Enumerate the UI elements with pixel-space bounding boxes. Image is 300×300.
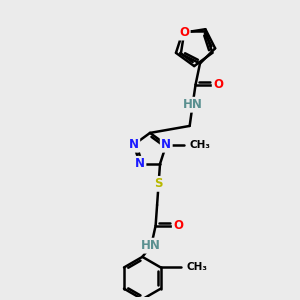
Text: O: O	[173, 219, 183, 232]
Text: CH₃: CH₃	[190, 140, 211, 150]
Text: N: N	[129, 138, 139, 151]
Text: CH₃: CH₃	[187, 262, 208, 272]
Text: S: S	[154, 177, 163, 190]
Text: HN: HN	[183, 98, 202, 111]
Text: HN: HN	[141, 239, 161, 252]
Text: O: O	[179, 26, 189, 39]
Text: O: O	[178, 25, 188, 38]
Text: O: O	[213, 78, 223, 91]
Text: N: N	[135, 157, 145, 170]
Text: N: N	[161, 138, 171, 151]
